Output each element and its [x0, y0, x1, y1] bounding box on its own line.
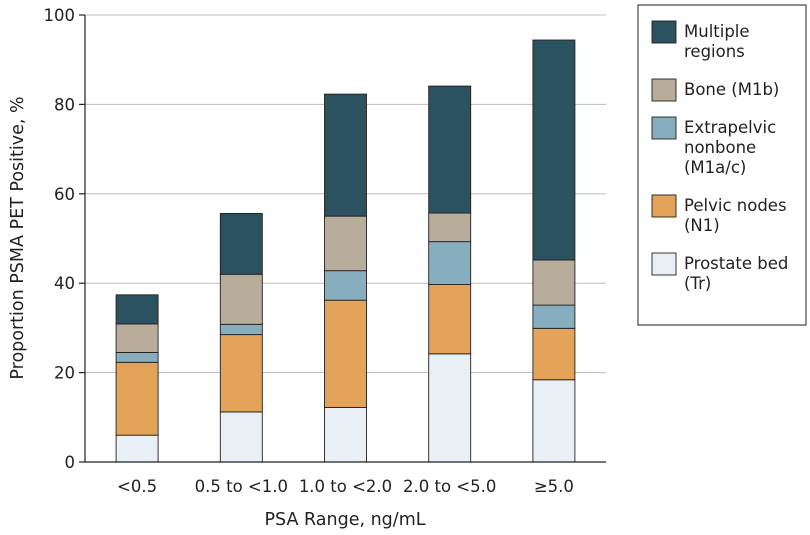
bar-segment	[324, 215, 367, 272]
legend-label: Extrapelvic	[684, 118, 776, 137]
legend-label: Multiple	[684, 22, 750, 41]
bar-segment	[532, 327, 576, 381]
legend-swatch	[651, 116, 677, 140]
bar-segment	[115, 323, 159, 353]
bar-segment	[428, 212, 472, 243]
legend-label: Bone (M1b)	[684, 80, 779, 99]
bar-segment	[219, 213, 263, 275]
bar-segment	[428, 284, 472, 355]
x-tick-label: ≥5.0	[534, 477, 574, 496]
bars	[115, 39, 576, 463]
legend-swatch	[651, 78, 677, 102]
legend-label: (Tr)	[684, 274, 711, 293]
y-axis-title: Proportion PSMA PET Positive, %	[8, 96, 28, 379]
y-tick-label: 80	[54, 95, 75, 114]
y-tick-label: 100	[44, 6, 76, 25]
bar-segment	[428, 353, 472, 463]
y-tick-label: 0	[65, 453, 76, 472]
bar-segment	[324, 93, 367, 217]
bar-segment	[324, 299, 367, 408]
legend-label: regions	[684, 42, 745, 61]
bar-segment	[115, 352, 159, 363]
bar-segment	[428, 241, 472, 285]
legend-label: nonbone	[684, 138, 756, 157]
y-tick-labels: 0 20 40 60 80 100	[44, 6, 85, 472]
legend-label: Pelvic nodes	[684, 196, 787, 215]
y-tick-label: 60	[54, 185, 75, 204]
x-tick-label: <0.5	[117, 477, 157, 496]
bar-segment	[532, 259, 576, 306]
bar-segment	[532, 39, 576, 261]
bar-segment	[532, 304, 576, 329]
bar-segment	[115, 361, 159, 436]
bar-segment	[219, 273, 263, 325]
bar-segment	[428, 85, 472, 214]
legend-label: (N1)	[684, 216, 720, 235]
x-tick-label: 2.0 to <5.0	[403, 477, 496, 496]
x-tick-label: 1.0 to <2.0	[299, 477, 392, 496]
legend-label: (M1a/c)	[684, 158, 746, 177]
bar-segment	[115, 434, 159, 463]
axes	[84, 15, 606, 463]
y-tick-label: 40	[54, 274, 75, 293]
x-tick-labels: <0.5 0.5 to <1.0 1.0 to <2.0 2.0 to <5.0 ≥5.…	[117, 477, 574, 496]
y-tick-label: 20	[54, 364, 75, 383]
legend-swatch	[651, 20, 677, 44]
bar-segment	[219, 411, 263, 463]
legend-swatch	[651, 252, 677, 276]
bar-segment	[219, 323, 263, 336]
bar-segment	[324, 270, 367, 301]
x-tick-label: 0.5 to <1.0	[195, 477, 288, 496]
bar-segment	[532, 379, 576, 463]
legend-label: Prostate bed	[684, 254, 788, 273]
bar-segment	[219, 334, 263, 413]
bar-segment	[115, 294, 159, 325]
x-axis-title: PSA Range, ng/mL	[264, 510, 425, 530]
bar-segment	[324, 407, 367, 463]
legend-swatch	[651, 194, 677, 218]
